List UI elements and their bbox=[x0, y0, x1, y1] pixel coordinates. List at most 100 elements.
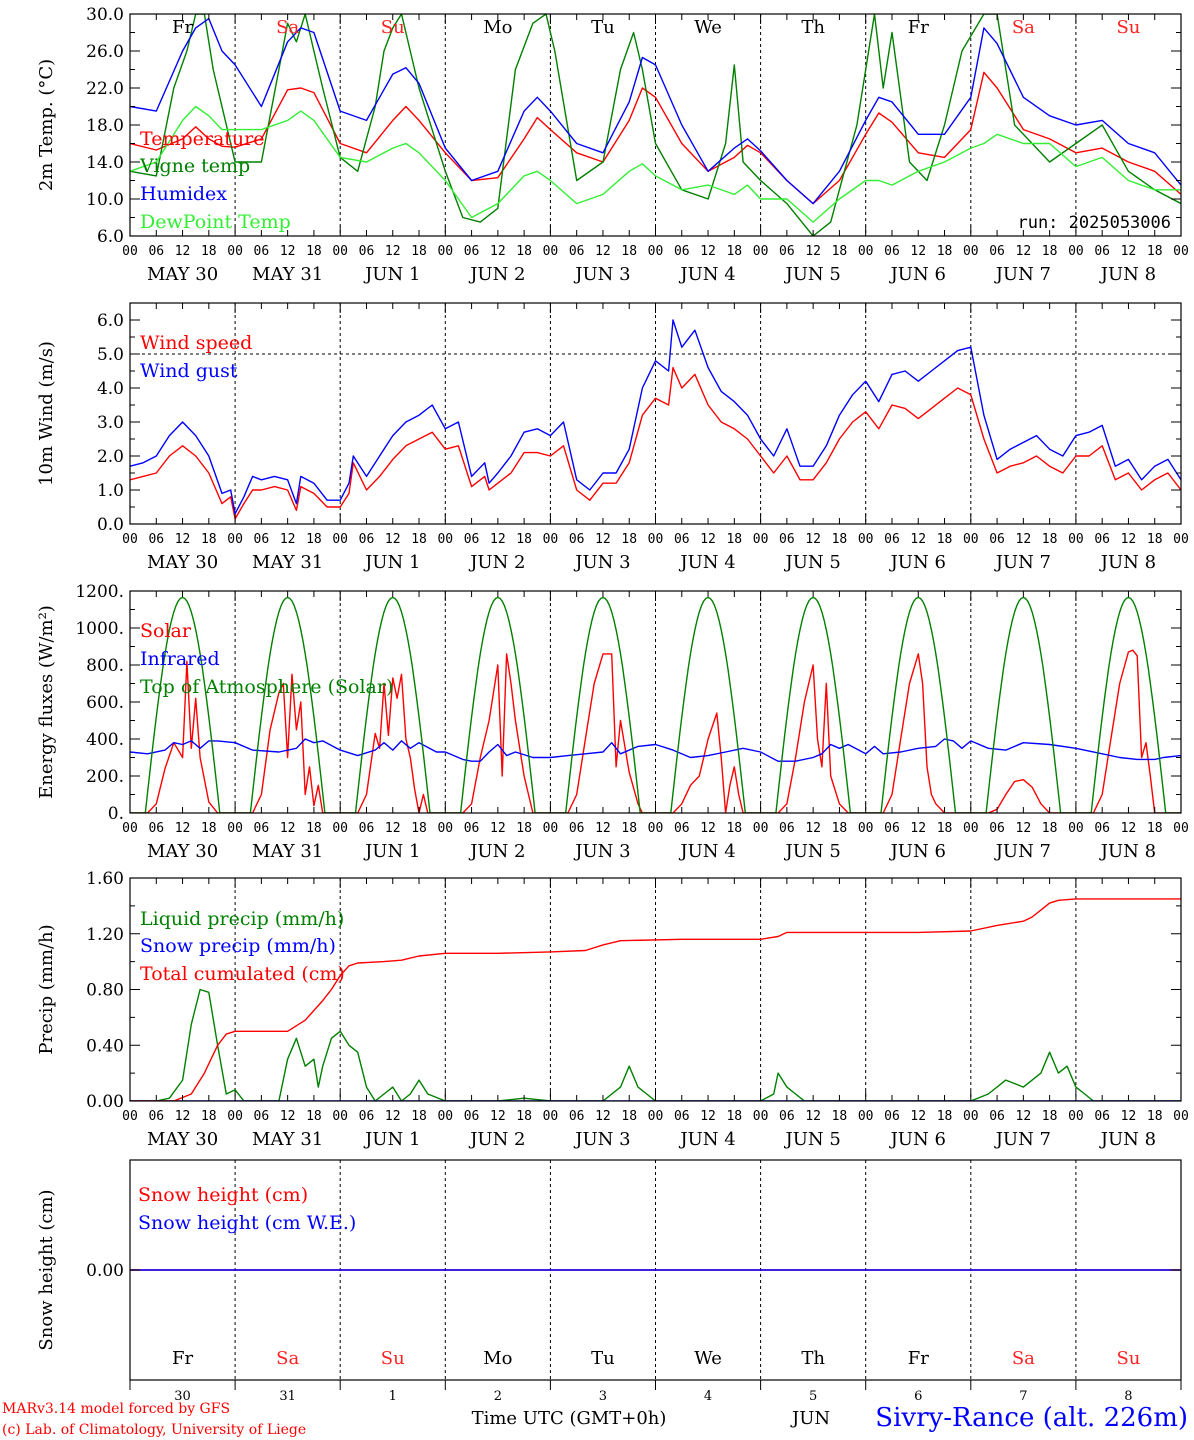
weekday-label: We bbox=[694, 1348, 722, 1369]
day-number-label: 6 bbox=[914, 1389, 922, 1404]
x-tick-label: 00 bbox=[963, 821, 979, 836]
x-tick-label: 18 bbox=[621, 1109, 637, 1124]
date-label: JUN 4 bbox=[678, 1129, 735, 1150]
weekday-label: Fr bbox=[172, 1348, 193, 1369]
y-tick-label: 1.60 bbox=[86, 869, 124, 889]
weekday-label: Su bbox=[1116, 1348, 1140, 1369]
meteogram-panels: 6.010.014.018.022.026.030.02m Temp. (°C)… bbox=[36, 5, 1189, 1404]
date-label: MAY 30 bbox=[147, 264, 218, 285]
x-tick-label: 18 bbox=[201, 1109, 217, 1124]
date-label: JUN 7 bbox=[994, 841, 1051, 862]
date-label: JUN 6 bbox=[889, 264, 946, 285]
date-label: JUN 7 bbox=[994, 1129, 1051, 1150]
day-number-label: 1 bbox=[389, 1389, 397, 1404]
date-label: JUN 5 bbox=[783, 1129, 840, 1150]
legend-entry: Snow height (cm W.E.) bbox=[138, 1212, 356, 1234]
x-tick-label: 06 bbox=[254, 1109, 270, 1124]
y-tick-label: 600. bbox=[86, 693, 124, 713]
date-label: JUN 4 bbox=[678, 552, 735, 573]
y-tick-label: 0.80 bbox=[86, 981, 124, 1001]
x-tick-label: 00 bbox=[543, 821, 559, 836]
panel-4: 0.00 0.40 0.80 1.20 1.60 Precip (mm/h) 00 06 12 1… bbox=[36, 869, 1189, 1150]
x-tick-label: 18 bbox=[832, 821, 848, 836]
x-tick-label: 18 bbox=[1042, 1109, 1058, 1124]
date-label: JUN 8 bbox=[1099, 264, 1156, 285]
x-tick-label: 06 bbox=[884, 1109, 900, 1124]
x-tick-label: 00 bbox=[437, 244, 453, 259]
x-tick-label: 18 bbox=[621, 532, 637, 547]
x-tick-label: 18 bbox=[832, 532, 848, 547]
x-tick-label: 18 bbox=[1147, 821, 1163, 836]
x-tick-label: 06 bbox=[464, 821, 480, 836]
y-tick-label: 800. bbox=[86, 656, 124, 676]
x-tick-label: 00 bbox=[227, 532, 243, 547]
x-tick-label: 06 bbox=[254, 244, 270, 259]
x-tick-label: 06 bbox=[989, 244, 1005, 259]
x-tick-label: 12 bbox=[385, 1109, 401, 1124]
date-label: MAY 30 bbox=[147, 841, 218, 862]
date-label: JUN 2 bbox=[468, 841, 525, 862]
day-number-label: 3 bbox=[599, 1389, 607, 1404]
weekday-label: Tu bbox=[591, 1348, 615, 1369]
panel-3: 0. 200. 400. 600. 800. 1000. 1200. Energy fluxe… bbox=[36, 582, 1189, 862]
y-tick-label: 0.40 bbox=[86, 1036, 124, 1056]
panel-1: 6.0 10.0 14.0 18.0 22.0 26.0 30.0 2m Temp. (°C)… bbox=[36, 5, 1189, 285]
weekday-label: Sa bbox=[1012, 1348, 1035, 1369]
date-label: JUN 2 bbox=[468, 264, 525, 285]
x-tick-label: 18 bbox=[1042, 821, 1058, 836]
y-tick-label: 26.0 bbox=[86, 42, 124, 62]
x-tick-label: 12 bbox=[805, 1109, 821, 1124]
y-axis-title: Precip (mm/h) bbox=[36, 924, 57, 1054]
x-tick-label: 06 bbox=[779, 244, 795, 259]
x-tick-label: 18 bbox=[1147, 244, 1163, 259]
x-tick-label: 12 bbox=[595, 821, 611, 836]
x-tick-label: 12 bbox=[910, 821, 926, 836]
x-tick-label: 12 bbox=[490, 244, 506, 259]
date-label: JUN 1 bbox=[363, 1129, 420, 1150]
x-tick-label: 12 bbox=[1121, 1109, 1137, 1124]
partial-date-label: JUN bbox=[790, 1408, 830, 1429]
x-tick-label: 18 bbox=[726, 1109, 742, 1124]
date-label: JUN 2 bbox=[468, 1129, 525, 1150]
y-axis-title: Snow height (cm) bbox=[36, 1189, 57, 1350]
x-tick-label: 12 bbox=[175, 244, 191, 259]
legend-entry: Solar bbox=[140, 620, 192, 642]
panel-5: 0.00 Snow height (cm) Fr Sa Su Mo Tu We Th Fr Sa Su… bbox=[36, 1159, 1182, 1404]
x-tick-label: 00 bbox=[122, 532, 138, 547]
series-line-vigne-temp bbox=[130, 14, 1181, 236]
date-label: JUN 3 bbox=[573, 552, 630, 573]
x-tick-label: 12 bbox=[1121, 532, 1137, 547]
y-tick-label: 0.00 bbox=[86, 1092, 124, 1112]
x-tick-label: 06 bbox=[674, 1109, 690, 1124]
x-tick-label: 12 bbox=[490, 532, 506, 547]
x-tick-label: 12 bbox=[700, 821, 716, 836]
series-line-humidex bbox=[130, 17, 1181, 205]
x-tick-label: 00 bbox=[437, 1109, 453, 1124]
x-tick-label: 06 bbox=[989, 532, 1005, 547]
x-tick-label: 12 bbox=[595, 532, 611, 547]
series-line-wind-gust bbox=[130, 319, 1181, 515]
x-tick-label: 18 bbox=[516, 1109, 532, 1124]
series-group bbox=[130, 596, 1181, 813]
x-tick-label: 12 bbox=[1016, 244, 1032, 259]
legend-entry: Humidex bbox=[140, 183, 227, 205]
x-tick-label: 18 bbox=[306, 1109, 322, 1124]
x-tick-label: 18 bbox=[411, 244, 427, 259]
date-label: JUN 7 bbox=[994, 264, 1051, 285]
x-tick-label: 18 bbox=[937, 1109, 953, 1124]
date-label: JUN 5 bbox=[783, 264, 840, 285]
x-tick-label: 06 bbox=[1094, 244, 1110, 259]
x-tick-label: 06 bbox=[884, 244, 900, 259]
x-tick-label: 12 bbox=[280, 532, 296, 547]
series-group bbox=[130, 898, 1181, 1101]
legend-entry: Wind gust bbox=[140, 360, 238, 382]
x-tick-label: 18 bbox=[411, 532, 427, 547]
y-axis-title: 10m Wind (m/s) bbox=[36, 341, 57, 486]
x-tick-label: 18 bbox=[306, 821, 322, 836]
date-label: JUN 6 bbox=[889, 1129, 946, 1150]
x-tick-label: 12 bbox=[1016, 532, 1032, 547]
x-tick-label: 00 bbox=[543, 1109, 559, 1124]
weekday-label: Mo bbox=[483, 17, 512, 38]
day-number-label: 8 bbox=[1124, 1389, 1132, 1404]
x-tick-label: 06 bbox=[1094, 1109, 1110, 1124]
